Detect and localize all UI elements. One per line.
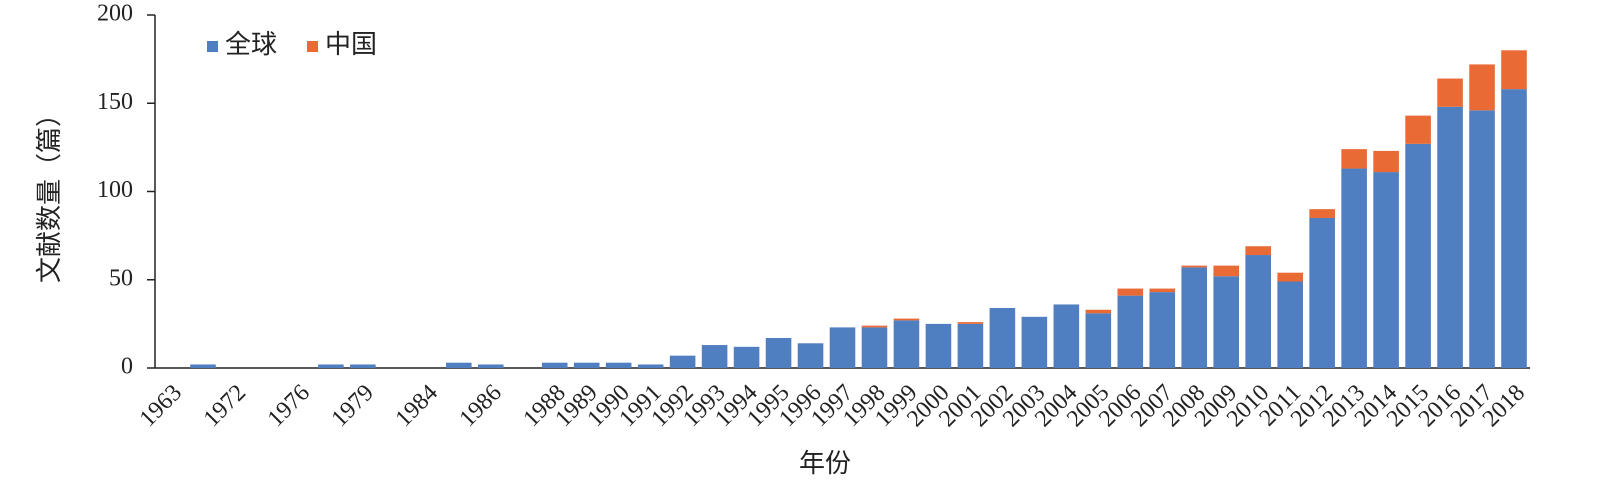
bar-segment bbox=[957, 323, 984, 368]
legend-label: 中国 bbox=[325, 30, 377, 59]
bar-segment bbox=[1117, 295, 1144, 368]
bar-segment bbox=[637, 364, 664, 368]
bar-segment bbox=[1437, 78, 1463, 107]
bar-segment bbox=[861, 327, 888, 368]
bar-segment bbox=[1213, 265, 1240, 277]
x-axis-title: 年份 bbox=[799, 449, 851, 478]
bar-segment bbox=[893, 320, 920, 368]
bar-segment bbox=[701, 345, 728, 368]
bar-segment bbox=[893, 318, 920, 321]
bar-segment bbox=[1469, 110, 1495, 368]
bar-segment bbox=[1373, 150, 1399, 173]
bar-segment bbox=[989, 307, 1016, 368]
bar-segment bbox=[445, 362, 472, 368]
bar-segment bbox=[797, 343, 824, 368]
legend-swatch bbox=[307, 41, 319, 52]
bar-segment bbox=[1341, 149, 1367, 169]
bar-segment bbox=[1309, 209, 1335, 218]
bar-segment bbox=[829, 327, 856, 368]
bar-segment bbox=[318, 364, 344, 368]
bar-segment bbox=[190, 364, 216, 368]
bar-segment bbox=[573, 362, 600, 368]
bar-segment bbox=[1277, 281, 1303, 368]
x-tick-label: 1963 bbox=[135, 380, 187, 432]
y-tick-label: 200 bbox=[97, 1, 133, 27]
bar-segment bbox=[1245, 246, 1271, 256]
bar-segment bbox=[1437, 106, 1463, 368]
bar-segment bbox=[669, 355, 696, 368]
bar-segment bbox=[733, 346, 760, 368]
bar-segment bbox=[1021, 316, 1048, 368]
y-tick-label: 100 bbox=[97, 177, 133, 203]
bar-segment bbox=[1053, 304, 1080, 368]
bar-segment bbox=[350, 364, 376, 368]
y-tick-label: 150 bbox=[97, 89, 133, 115]
x-tick-label: 1984 bbox=[391, 380, 443, 432]
bar-segment bbox=[1501, 89, 1527, 368]
legend-label: 全球 bbox=[225, 30, 277, 59]
bar-segment bbox=[765, 337, 792, 368]
bar-segment bbox=[925, 323, 952, 368]
bar-segment bbox=[1149, 292, 1176, 368]
bar-segment bbox=[957, 322, 984, 324]
bar-segment bbox=[1469, 64, 1495, 111]
bar-segment bbox=[1309, 217, 1335, 368]
bar-segment bbox=[1341, 168, 1367, 368]
bar-segment bbox=[1149, 288, 1176, 293]
bar-segment bbox=[541, 362, 568, 368]
bar-segment bbox=[1085, 309, 1112, 314]
x-tick-label: 1972 bbox=[199, 380, 251, 432]
bar-segment bbox=[1117, 288, 1144, 296]
x-tick-label: 1976 bbox=[263, 380, 315, 432]
bar-segment bbox=[861, 325, 888, 328]
bar-segment bbox=[1373, 172, 1399, 368]
bar-segment bbox=[1501, 50, 1527, 90]
bar-segment bbox=[1245, 255, 1271, 368]
bar-segment bbox=[1277, 272, 1303, 282]
bar-segment bbox=[1405, 115, 1431, 144]
x-tick-label: 1979 bbox=[327, 380, 379, 432]
bar-segment bbox=[605, 362, 632, 368]
bar-segment bbox=[1181, 265, 1208, 268]
y-axis-title: 文献数量（篇） bbox=[35, 101, 64, 283]
y-tick-label: 0 bbox=[121, 354, 133, 380]
bar-segment bbox=[1085, 313, 1112, 368]
bar-segment bbox=[1405, 143, 1431, 368]
bar-segment bbox=[477, 364, 504, 368]
y-tick-label: 50 bbox=[109, 265, 133, 291]
bar-segment bbox=[1181, 267, 1208, 368]
legend-swatch bbox=[207, 41, 218, 52]
bar-segment bbox=[1213, 276, 1240, 368]
x-tick-label: 1986 bbox=[455, 380, 507, 432]
